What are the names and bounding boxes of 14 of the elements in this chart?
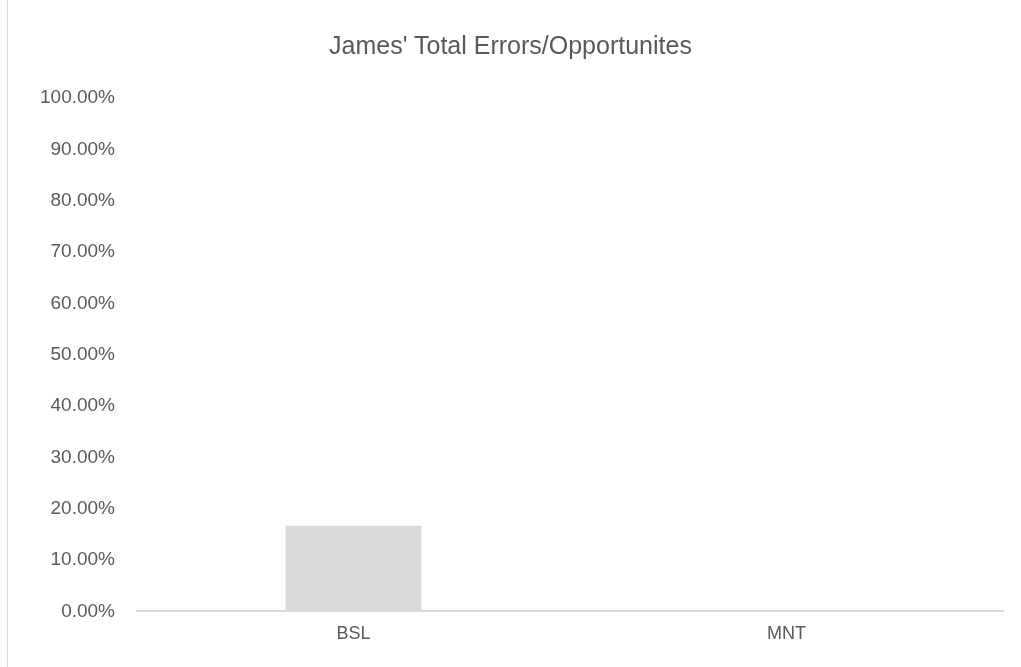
y-tick-label: 100.00% — [39, 86, 116, 108]
x-tick-label: MNT — [767, 623, 806, 644]
y-tick-label: 90.00% — [50, 137, 116, 159]
y-tick-label: 0.00% — [61, 599, 116, 621]
y-tick-label: 40.00% — [50, 394, 116, 416]
y-tick-label: 80.00% — [50, 188, 116, 210]
y-tick-label: 20.00% — [50, 496, 116, 518]
y-tick-label: 70.00% — [50, 240, 116, 262]
x-tick-label: BSL — [336, 623, 371, 644]
y-tick-label: 30.00% — [50, 445, 116, 467]
y-tick-label: 10.00% — [50, 548, 116, 570]
y-tick-label: 50.00% — [50, 342, 116, 364]
y-tick-label: 60.00% — [50, 291, 116, 313]
chart-title: James' Total Errors/Opportunites — [329, 30, 692, 59]
